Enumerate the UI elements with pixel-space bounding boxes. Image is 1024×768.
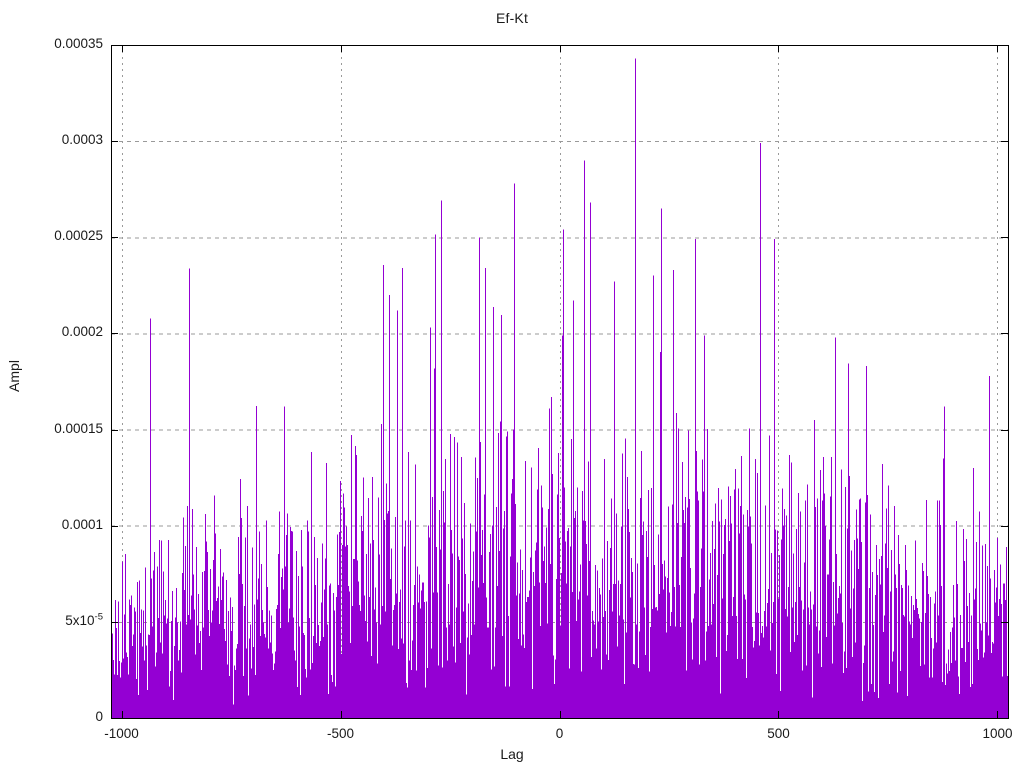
x-tick-label: -1000	[104, 726, 139, 741]
y-tick-label: 0.00035	[54, 36, 103, 51]
chart-title: Ef-Kt	[495, 10, 529, 26]
x-tick-label: -500	[326, 726, 355, 741]
x-tick-label: 0	[555, 726, 564, 741]
x-tick-label: 1000	[982, 726, 1013, 741]
x-axis-label: Lag	[500, 746, 524, 762]
y-tick-label: 5x10-5	[65, 611, 103, 628]
y-tick-label: 0.0003	[61, 132, 103, 148]
y-tick-label: 0	[95, 709, 103, 724]
y-tick-label: 0.0001	[61, 516, 103, 532]
y-tick-label: 0.00025	[54, 228, 103, 244]
y-tick-label: 0.00015	[54, 420, 103, 436]
tick-marks	[111, 44, 1008, 720]
y-tick-label: 0.0002	[61, 324, 103, 340]
x-tick-label: 500	[767, 726, 790, 741]
